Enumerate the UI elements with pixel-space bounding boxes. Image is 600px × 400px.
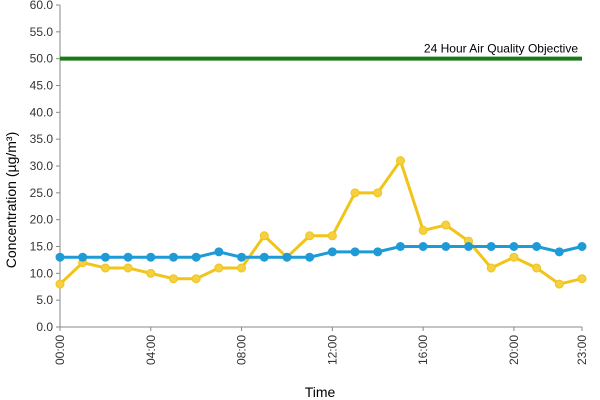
y-tick-label: 55.0: [30, 25, 54, 39]
data-point: [554, 279, 564, 289]
data-point: [214, 247, 224, 257]
data-point: [577, 242, 587, 251]
data-point: [486, 263, 496, 273]
data-point: [78, 252, 88, 262]
data-point: [395, 156, 405, 166]
series-0: [55, 156, 587, 289]
data-point: [55, 252, 65, 262]
data-point: [191, 274, 201, 284]
series-line: [58, 159, 583, 286]
y-tick-label: 40.0: [30, 105, 54, 119]
y-tick-label: 50.0: [30, 52, 54, 66]
data-point: [123, 252, 133, 262]
data-point: [373, 247, 383, 257]
data-point: [123, 263, 133, 273]
x-tick-label: 04:00: [144, 335, 158, 365]
x-tick-label: 08:00: [235, 335, 249, 365]
data-point: [577, 274, 587, 284]
data-point: [100, 252, 110, 262]
x-axis: 00:00 04:00 08:00 12:00 16:00 20:00 23:00: [53, 326, 589, 365]
x-tick-label: 23:00: [575, 335, 589, 365]
data-point: [305, 231, 315, 241]
data-point: [237, 252, 247, 262]
x-tick-label: 20:00: [507, 335, 521, 365]
data-point: [464, 242, 474, 251]
data-point: [305, 252, 315, 262]
data-point: [486, 242, 496, 251]
data-point: [532, 263, 542, 273]
data-point: [146, 268, 156, 278]
y-tick-label: 30.0: [30, 159, 54, 173]
data-point: [350, 247, 360, 257]
x-tick-label: 12:00: [325, 335, 339, 365]
x-tick-label: 00:00: [53, 335, 67, 365]
data-point: [100, 263, 110, 273]
data-point: [259, 252, 269, 262]
data-point: [418, 225, 428, 235]
data-point: [146, 252, 156, 262]
data-point: [327, 231, 337, 241]
y-tick-label: 45.0: [30, 79, 54, 93]
data-point: [168, 252, 178, 262]
data-point: [191, 252, 201, 262]
data-point: [532, 242, 542, 251]
data-point: [509, 252, 519, 262]
data-point: [554, 247, 564, 257]
data-point: [395, 242, 405, 251]
data-point: [259, 231, 269, 241]
x-axis-title: Time: [305, 384, 336, 400]
y-tick-label: 5.0: [36, 293, 53, 307]
x-tick-label: 16:00: [416, 335, 430, 365]
y-tick-label: 25.0: [30, 186, 54, 200]
series-line: [60, 245, 583, 259]
data-point: [55, 279, 65, 289]
y-tick-label: 35.0: [30, 132, 54, 146]
objective-label: 24 Hour Air Quality Objective: [424, 42, 578, 56]
data-point: [441, 220, 451, 230]
y-tick-label: 10.0: [30, 266, 54, 280]
objective-line-group: 24 Hour Air Quality Objective: [60, 42, 582, 61]
data-point: [282, 252, 292, 262]
data-point: [168, 274, 178, 284]
series-group: [55, 156, 587, 289]
data-point: [237, 263, 247, 273]
y-tick-label: 15.0: [30, 240, 54, 254]
data-point: [214, 263, 224, 273]
y-axis: 0.0 5.0 10.0 15.0 20.0 25.0 30.0 35.0 40.0 45.0 50…: [30, 0, 61, 334]
y-axis-title: Concentration (µg/m³): [3, 132, 19, 268]
y-tick-label: 0.0: [36, 320, 53, 334]
y-tick-label: 60.0: [30, 0, 54, 12]
data-point: [350, 188, 360, 198]
data-point: [373, 188, 383, 198]
data-point: [509, 242, 519, 251]
y-tick-label: 20.0: [30, 213, 54, 227]
data-point: [441, 242, 451, 251]
data-point: [418, 242, 428, 251]
data-point: [327, 247, 337, 257]
series-1: [55, 242, 587, 262]
